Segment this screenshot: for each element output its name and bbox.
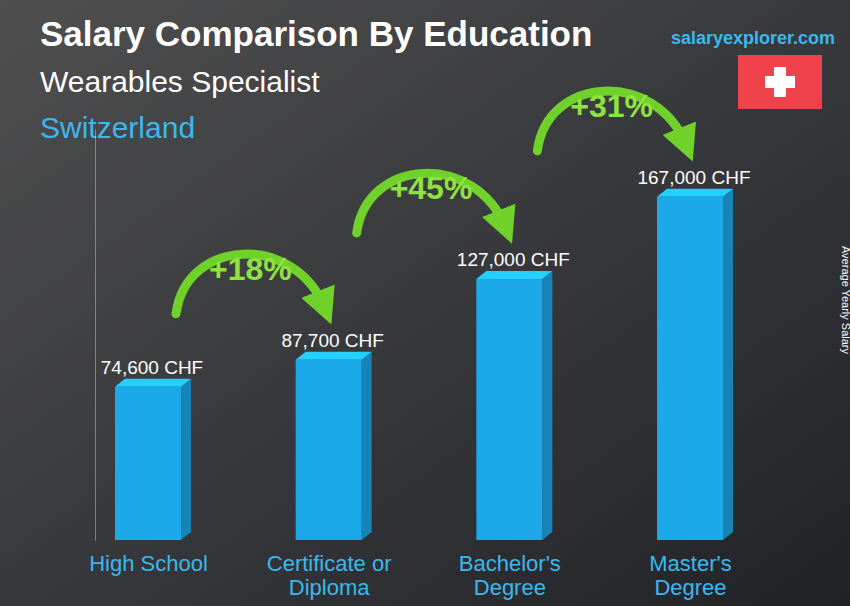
bar-group	[476, 271, 552, 540]
x-tick-label: Certificate orDiploma	[267, 551, 392, 600]
data-label: 127,000 CHF	[457, 249, 570, 270]
bar	[657, 197, 723, 540]
bar-top	[476, 271, 552, 279]
chart: Salary Comparison By Education Wearables …	[0, 0, 850, 606]
x-tick-label-line: High School	[89, 551, 208, 576]
subtitle: Wearables Specialist	[40, 65, 320, 98]
data-label: 74,600 CHF	[101, 357, 203, 378]
flag-field	[738, 55, 822, 109]
y-axis	[95, 130, 96, 541]
data-label: 167,000 CHF	[637, 167, 750, 188]
x-tick-label-line: Certificate or	[267, 551, 392, 576]
x-tick-label-line: Bachelor's	[459, 551, 561, 576]
x-tick-label: Bachelor'sDegree	[459, 551, 561, 600]
x-axis: High School Certificate orDiploma Bachelor…	[89, 540, 732, 600]
bar-side	[181, 379, 191, 540]
x-tick-label-line: Degree	[654, 575, 726, 600]
growth-label: +18%	[209, 251, 292, 287]
bars	[115, 189, 733, 540]
bar-group	[657, 189, 733, 540]
bar	[476, 279, 542, 540]
flag	[738, 55, 822, 109]
data-label: 87,700 CHF	[281, 330, 383, 351]
x-tick-label: Master'sDegree	[649, 551, 731, 600]
growth-label: +45%	[390, 170, 473, 206]
bar-group	[115, 379, 191, 540]
x-tick: High School	[89, 540, 208, 576]
background-overlay	[0, 0, 850, 606]
bar-side	[542, 271, 552, 540]
location: Switzerland	[40, 111, 195, 144]
flag-cross	[765, 76, 795, 88]
x-tick-label-line: Master's	[649, 551, 731, 576]
x-tick-label-line: Degree	[474, 575, 546, 600]
background	[0, 0, 850, 606]
bar-side	[362, 352, 372, 540]
growth-label: +31%	[570, 88, 653, 124]
bar-group	[296, 352, 372, 540]
bar-top	[296, 352, 372, 360]
y-axis-line	[95, 130, 96, 541]
x-tick: Certificate orDiploma	[267, 540, 392, 600]
bar-top	[115, 379, 191, 387]
x-tick-label-line: Diploma	[289, 575, 370, 600]
x-tick: Master'sDegree	[649, 540, 731, 600]
bar	[296, 360, 362, 540]
x-tick-label: High School	[89, 551, 208, 576]
x-tick: Bachelor'sDegree	[459, 540, 561, 600]
title: Salary Comparison By Education	[40, 14, 592, 53]
source: salaryexplorer.com	[671, 28, 835, 48]
y-axis-title: Average Yearly Salary	[840, 246, 850, 355]
bar-side	[723, 189, 733, 540]
bar-top	[657, 189, 733, 197]
bar	[115, 387, 181, 540]
